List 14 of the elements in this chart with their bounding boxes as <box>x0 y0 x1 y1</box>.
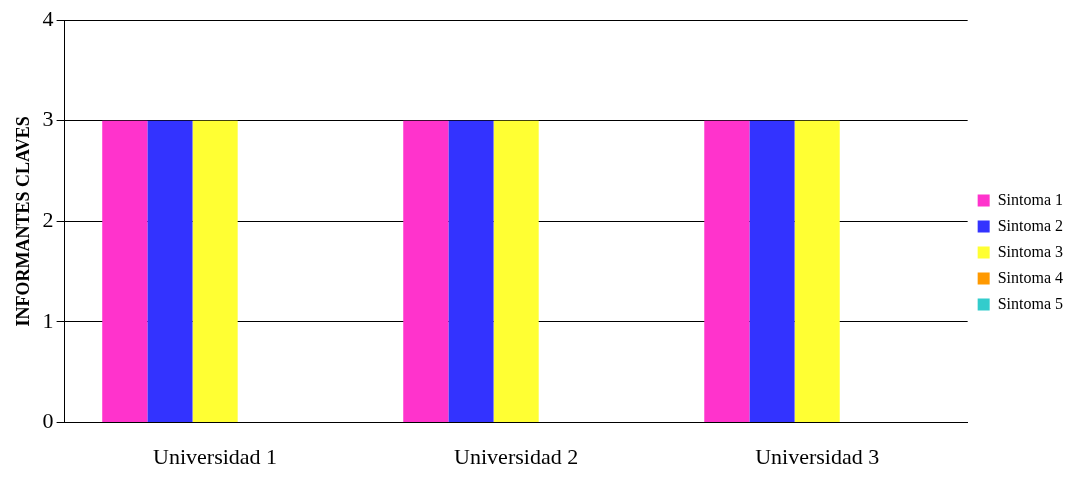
y-tick-label: 2 <box>42 207 54 233</box>
y-tick-label: 0 <box>42 408 54 434</box>
legend-label: Sintoma 3 <box>997 242 1064 260</box>
y-tick-label: 3 <box>42 106 54 132</box>
x-tick-label: Universidad 2 <box>454 443 579 469</box>
legend-label: Sintoma 4 <box>997 268 1064 286</box>
y-axis-title: INFORMANTES CLAVES <box>13 116 34 327</box>
legend-label: Sintoma 1 <box>997 190 1064 208</box>
legend-label: Sintoma 5 <box>997 294 1064 312</box>
legend-label: Sintoma 2 <box>997 216 1064 234</box>
y-tick-label: 1 <box>42 307 54 333</box>
x-tick-label: Universidad 3 <box>755 443 880 469</box>
x-tick-label: Universidad 1 <box>153 443 278 469</box>
y-tick-label: 4 <box>42 5 54 31</box>
